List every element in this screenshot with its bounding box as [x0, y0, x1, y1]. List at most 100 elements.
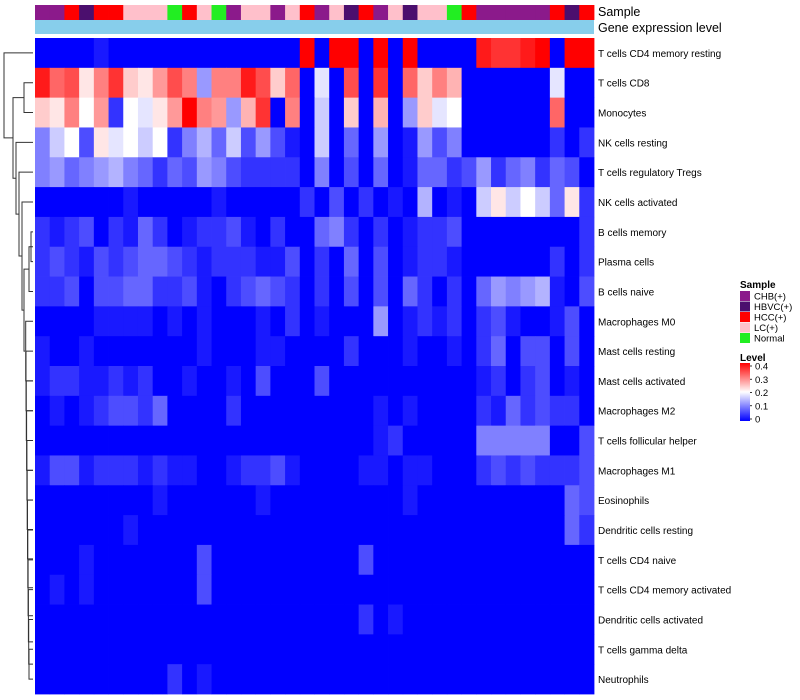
heatmap-cell: [329, 485, 345, 516]
heatmap-cell: [108, 574, 124, 605]
heatmap-cell: [388, 634, 404, 665]
heatmap-cell: [49, 425, 65, 456]
legend-sample-swatch: [740, 333, 750, 343]
heatmap-cell: [299, 306, 315, 337]
heatmap-cell: [329, 216, 345, 248]
heatmap-cell: [152, 216, 168, 248]
heatmap-cell: [196, 306, 212, 337]
heatmap-cell: [226, 604, 242, 635]
heatmap-cell: [226, 187, 242, 218]
heatmap-cell: [167, 97, 183, 128]
heatmap-cell: [417, 574, 433, 605]
heatmap-cell: [255, 127, 271, 158]
heatmap-cell: [196, 604, 212, 635]
heatmap-cell: [49, 455, 65, 486]
heatmap-cell: [79, 366, 95, 397]
heatmap-cell: [299, 455, 315, 486]
heatmap-cell: [535, 604, 551, 635]
heatmap-cell: [211, 306, 227, 337]
heatmap-cell: [505, 67, 521, 99]
heatmap-cell: [402, 67, 418, 99]
heatmap-cell: [564, 38, 580, 69]
heatmap-cell: [535, 395, 551, 427]
heatmap-cell: [520, 306, 536, 337]
heatmap-cell: [137, 425, 154, 456]
heatmap-cell: [402, 246, 418, 277]
heatmap-cell: [93, 515, 109, 546]
heatmap-cell: [579, 276, 595, 307]
heatmap-cell: [564, 187, 580, 218]
heatmap-cell: [461, 127, 477, 158]
heatmap-cell: [35, 216, 51, 248]
heatmap-cell: [35, 67, 51, 99]
heatmap-cell: [255, 515, 271, 546]
heatmap-cell: [343, 38, 360, 69]
heatmap-cell: [564, 455, 580, 486]
heatmap-cell: [299, 187, 315, 218]
heatmap-cell: [520, 664, 536, 695]
dendrogram-branch: [3, 52, 33, 139]
heatmap-cell: [579, 38, 595, 69]
heatmap-cell: [211, 634, 227, 665]
heatmap-cell: [93, 634, 109, 665]
heatmap-cell: [270, 127, 286, 158]
sample-annotation-cell: [255, 5, 271, 20]
heatmap-cell: [402, 187, 418, 218]
heatmap-cell: [329, 455, 345, 486]
heatmap-cell: [79, 97, 95, 128]
heatmap-cell: [299, 515, 315, 546]
heatmap-cell: [491, 395, 507, 427]
heatmap-cell: [520, 544, 536, 576]
heatmap-cell: [196, 395, 212, 427]
heatmap-cell: [123, 187, 139, 218]
heatmap-cell: [211, 574, 227, 605]
heatmap-cell: [432, 97, 448, 128]
heatmap-cell: [182, 366, 198, 397]
heatmap-cell: [505, 425, 521, 456]
heatmap-cell: [167, 425, 183, 456]
heatmap-cell: [388, 455, 404, 486]
heatmap-cell: [402, 455, 418, 486]
heatmap-cell: [535, 157, 551, 188]
heatmap-cell: [35, 574, 51, 605]
heatmap-cell: [93, 604, 109, 635]
heatmap-cell: [446, 634, 463, 665]
sample-annotation-cell: [446, 5, 463, 20]
heatmap-cell: [270, 336, 286, 367]
heatmap-cell: [123, 366, 139, 397]
heatmap-cell: [167, 574, 183, 605]
heatmap-cell: [520, 97, 536, 128]
heatmap-cell: [520, 157, 536, 188]
heatmap-cell: [461, 485, 477, 516]
heatmap-cell: [226, 306, 242, 337]
heatmap-cell: [579, 306, 595, 337]
heatmap-cell: [226, 664, 242, 695]
heatmap-cell: [79, 336, 95, 367]
heatmap-cell: [329, 544, 345, 576]
heatmap-cell: [108, 664, 124, 695]
heatmap-cell: [226, 366, 242, 397]
heatmap-cell: [446, 38, 463, 69]
heatmap-cell: [137, 157, 154, 188]
heatmap-cell: [402, 574, 418, 605]
heatmap-cell: [299, 366, 315, 397]
heatmap-cell: [64, 664, 80, 695]
sample-annotation-cell: [505, 5, 521, 20]
heatmap-cell: [35, 455, 51, 486]
heatmap-cell: [373, 187, 389, 218]
heatmap-cell: [226, 544, 242, 576]
legend-level-gradient: [740, 363, 750, 421]
row-label: Mast cells resting: [598, 347, 675, 358]
heatmap-cell: [343, 127, 360, 158]
heatmap-cell: [579, 67, 595, 99]
heatmap-cell: [152, 634, 168, 665]
heatmap-cell: [137, 455, 154, 486]
heatmap-cell: [314, 127, 330, 158]
heatmap-cell: [255, 664, 271, 695]
heatmap-cell: [182, 216, 198, 248]
heatmap-cell: [388, 425, 404, 456]
heatmap-cell: [167, 276, 183, 307]
heatmap-cell: [329, 515, 345, 546]
heatmap-cell: [579, 604, 595, 635]
